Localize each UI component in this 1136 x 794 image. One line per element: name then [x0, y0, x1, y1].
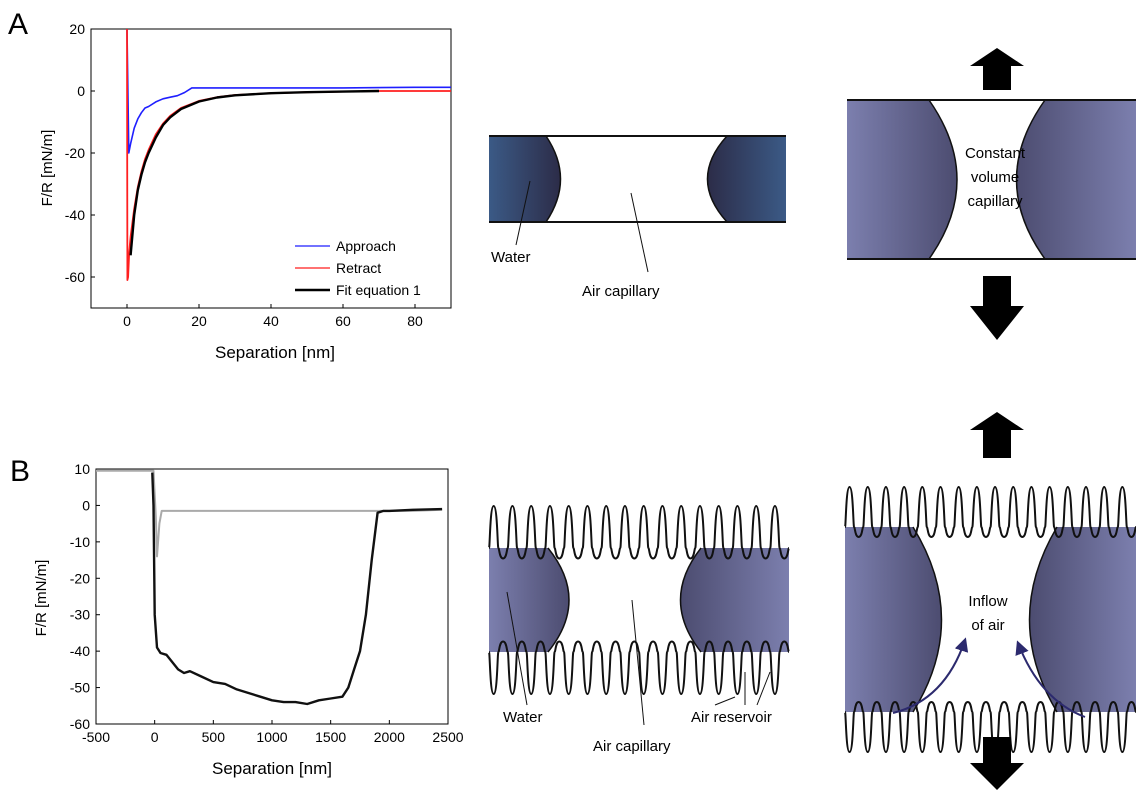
chart-a-xtick-0: 0: [123, 313, 131, 329]
wavy-wall-top-b-right: [844, 485, 1136, 539]
label-inflow: Inflow: [968, 593, 1007, 610]
legend-fit: Fit equation 1: [336, 282, 421, 298]
chart-a: 0 20 40 60 80 20 0 -20 -40 -60 Separation [nm] F/…: [39, 21, 452, 362]
diagram-a-middle: Water Air capillary: [489, 135, 786, 300]
label-constant: Constant: [965, 145, 1026, 162]
arrow-down-a: [970, 276, 1024, 340]
legend-retract: Retract: [336, 260, 381, 276]
water-left-b: [489, 548, 569, 652]
panel-letter-b: B: [10, 455, 31, 488]
chart-a-frame: [90, 28, 452, 309]
label-water-b: Water: [503, 709, 542, 726]
chart-b-ytick-7: -60: [70, 716, 90, 732]
diagram-a-right: Constant volume capillary: [847, 48, 1136, 340]
diagram-b-right: Inflow of air: [844, 412, 1136, 790]
chart-b-ylabel: F/R [mN/m]: [33, 560, 50, 637]
chart-b-series-1: [151, 472, 443, 706]
chart-b-ytick-2: -10: [70, 534, 90, 550]
wavy-wall-bottom-b: [488, 640, 790, 696]
chart-a-ytick-2: -20: [65, 145, 85, 161]
chart-a-xlabel: Separation [nm]: [215, 343, 335, 362]
arrow-down-b: [970, 737, 1024, 790]
diagram-b-middle: Water Air capillary Air reservoir: [488, 504, 790, 755]
chart-b-ytick-3: -20: [70, 570, 90, 586]
water-right-b: [680, 548, 789, 652]
chart-b-ytick-0: 10: [74, 461, 90, 477]
chart-b-xtick-3: 1000: [256, 729, 287, 745]
label-of-air: of air: [971, 617, 1004, 634]
chart-b-xlabel: Separation [nm]: [212, 759, 332, 778]
panel-letter-a: A: [8, 8, 29, 41]
legend-approach: Approach: [336, 238, 396, 254]
chart-b-ytick-1: 0: [82, 497, 90, 513]
chart-a-series-2: [129, 89, 380, 256]
label-volume: volume: [971, 169, 1019, 186]
chart-b: -500 0 500 1000 1500 2000 2500 10 0 -10 -20 -30 -40 -…: [33, 461, 464, 778]
label-air-capillary-a: Air capillary: [582, 283, 660, 300]
chart-a-xtick-2: 40: [263, 313, 279, 329]
water-right: [707, 136, 786, 222]
chart-b-xtick-1: 0: [151, 729, 159, 745]
wavy-wall-top-b: [488, 504, 790, 560]
chart-a-xtick-1: 20: [191, 313, 207, 329]
chart-a-ylabel: F/R [mN/m]: [39, 130, 56, 207]
wavy-wall-bottom-b-right: [844, 700, 1136, 754]
arrow-up-b: [970, 412, 1024, 458]
chart-b-ytick-4: -30: [70, 607, 90, 623]
chart-b-ytick-6: -50: [70, 680, 90, 696]
chart-a-series-0: [126, 28, 451, 154]
chart-b-xtick-4: 1500: [315, 729, 346, 745]
water-left-b-right: [845, 527, 942, 712]
chart-a-xtick-3: 60: [335, 313, 351, 329]
label-water-a: Water: [491, 249, 530, 266]
chart-b-xtick-5: 2000: [374, 729, 405, 745]
chart-b-xtick-0: -500: [82, 729, 110, 745]
chart-a-ytick-4: -60: [65, 269, 85, 285]
water-right-a-right: [1016, 100, 1136, 259]
chart-a-xtick-4: 80: [407, 313, 423, 329]
water-left-a-right: [847, 100, 957, 259]
chart-a-ytick-3: -40: [65, 207, 85, 223]
inflow-arrow-right: [1015, 640, 1086, 718]
inflow-arrow-left: [892, 637, 969, 714]
chart-a-legend: Approach Retract Fit equation 1: [295, 238, 421, 298]
chart-b-ytick-5: -40: [70, 643, 90, 659]
label-capillary: capillary: [967, 193, 1023, 210]
label-air-reservoir: Air reservoir: [691, 709, 772, 726]
chart-a-ytick-1: 0: [77, 83, 85, 99]
chart-b-frame: [95, 468, 449, 725]
chart-a-ytick-0: 20: [69, 21, 85, 37]
water-left: [489, 136, 561, 222]
water-right-b-right: [1029, 527, 1136, 712]
arrow-up-a: [970, 48, 1024, 90]
chart-b-xtick-2: 500: [202, 729, 226, 745]
label-air-capillary-b: Air capillary: [593, 738, 671, 755]
chart-b-xtick-6: 2500: [432, 729, 463, 745]
